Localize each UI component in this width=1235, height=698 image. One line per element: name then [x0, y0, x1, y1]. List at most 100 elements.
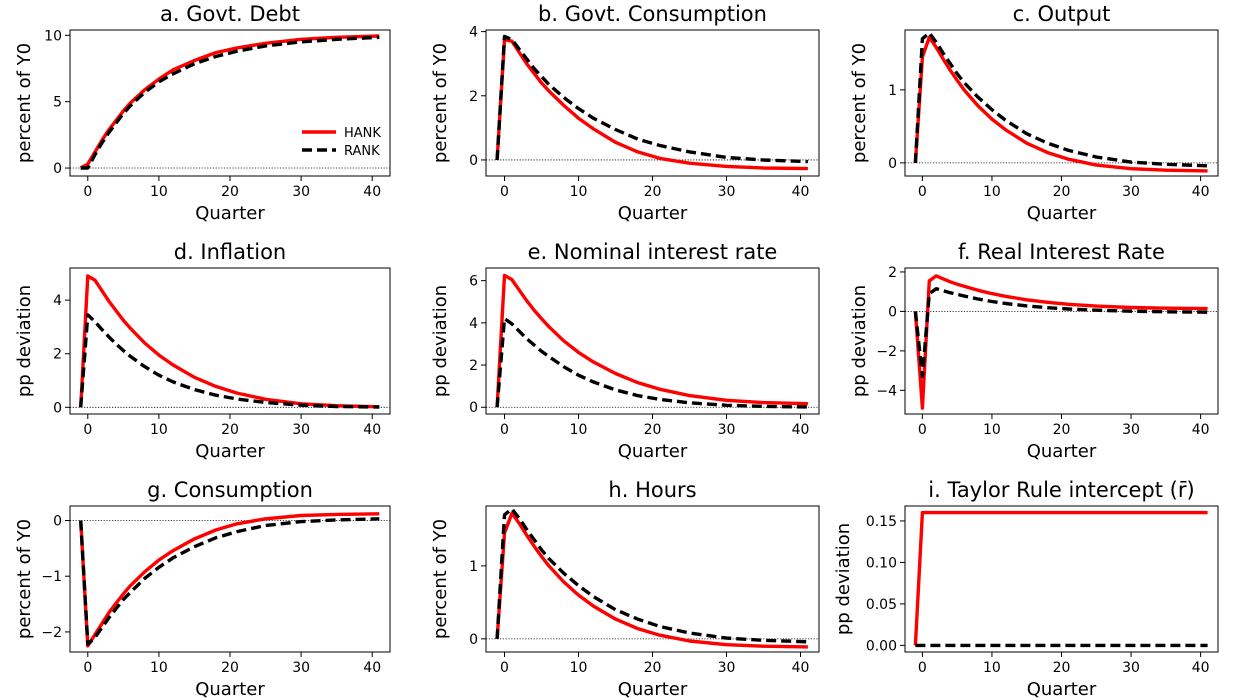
x-axis-label: Quarter: [1027, 679, 1097, 698]
series-line-rank: [495, 34, 808, 164]
panel-title: e. Nominal interest rate: [528, 240, 778, 264]
y-tick-label: 0: [469, 153, 478, 169]
x-tick-label: 20: [1053, 660, 1071, 676]
y-tick-label: −2: [41, 625, 62, 641]
y-axis-label: pp deviation: [833, 523, 854, 635]
x-tick-label: 10: [570, 660, 588, 676]
y-tick-label: 0: [53, 400, 62, 416]
y-tick-label: 0: [53, 513, 62, 529]
series-line-hank: [913, 274, 1208, 410]
y-tick-label: 0: [469, 632, 478, 648]
x-tick-label: 0: [918, 422, 927, 438]
x-tick-label: 30: [292, 184, 310, 200]
series-line-rank: [79, 517, 380, 646]
panel-title: f. Real Interest Rate: [958, 240, 1165, 264]
x-tick-label: 0: [500, 422, 509, 438]
y-axis-label: percent of Y0: [430, 519, 451, 639]
x-tick-label: 0: [500, 660, 509, 676]
x-tick-label: 30: [718, 184, 736, 200]
x-tick-label: 40: [363, 184, 381, 200]
panel-title: h. Hours: [608, 478, 696, 502]
x-tick-label: 40: [792, 660, 810, 676]
y-tick-label: −1: [41, 569, 62, 585]
x-tick-label: 0: [918, 184, 927, 200]
y-tick-label: 2: [53, 347, 62, 363]
x-tick-label: 40: [792, 184, 810, 200]
panel-title: d. Inflation: [174, 240, 287, 264]
y-tick-label: 0: [469, 400, 478, 416]
x-tick-label: 20: [644, 184, 662, 200]
panel-title: c. Output: [1013, 2, 1111, 26]
x-tick-label: 40: [792, 422, 810, 438]
series-line-hank: [79, 512, 380, 648]
x-tick-label: 20: [221, 660, 239, 676]
y-axis-label: percent of Y0: [14, 43, 35, 163]
x-tick-label: 0: [918, 660, 927, 676]
panel-3: 0 10 20 30 40 0 1 c. Output Quarter percent of Y0: [849, 2, 1219, 224]
x-tick-label: 20: [644, 422, 662, 438]
x-tick-label: 40: [363, 660, 381, 676]
series-line-hank: [913, 35, 1208, 173]
x-tick-label: 20: [1053, 422, 1071, 438]
series-line-rank: [913, 31, 1208, 168]
panel-6: 0 10 20 30 40 −4 −2 0 2 f. Real Interest Rate Quar…: [849, 240, 1219, 462]
x-tick-label: 30: [292, 660, 310, 676]
series-line-hank: [495, 273, 808, 408]
x-tick-label: 10: [570, 184, 588, 200]
x-tick-label: 0: [83, 422, 92, 438]
panel-title: i. Taylor Rule intercept (r̄): [928, 478, 1194, 502]
x-tick-label: 30: [1122, 422, 1140, 438]
y-tick-label: 10: [44, 28, 62, 44]
legend-label-hank: HANK: [344, 126, 381, 141]
x-tick-label: 10: [570, 422, 588, 438]
y-tick-label: 4: [469, 25, 478, 41]
y-axis-label: pp deviation: [14, 285, 35, 397]
y-tick-label: 0.15: [866, 514, 897, 530]
panel-4: 0 10 20 30 40 0 2 4 d. Inflation Quarter pp deviat…: [14, 240, 391, 462]
series-line-rank: [495, 316, 808, 409]
y-tick-label: −2: [876, 344, 897, 360]
x-tick-label: 10: [983, 660, 1001, 676]
x-axis-label: Quarter: [618, 441, 688, 462]
y-tick-label: 0: [888, 304, 897, 320]
y-tick-label: 0.05: [866, 597, 897, 613]
x-tick-label: 0: [83, 184, 92, 200]
panel-7: 0 10 20 30 40 −2 −1 0 g. Consumption Quarter perce…: [14, 478, 391, 698]
series-line-hank: [913, 510, 1208, 646]
x-axis-label: Quarter: [195, 679, 265, 698]
y-axis-label: percent of Y0: [14, 519, 35, 639]
x-axis-label: Quarter: [1027, 203, 1097, 224]
x-tick-label: 0: [500, 184, 509, 200]
legend-label-rank: RANK: [344, 144, 380, 159]
y-tick-label: 0: [53, 161, 62, 177]
x-tick-label: 10: [983, 422, 1001, 438]
panel-title: g. Consumption: [147, 478, 313, 502]
y-axis-label: percent of Y0: [849, 43, 870, 163]
y-tick-label: 2: [469, 89, 478, 105]
x-tick-label: 10: [983, 184, 1001, 200]
series-line-rank: [495, 507, 808, 644]
x-tick-label: 40: [1192, 184, 1210, 200]
x-tick-label: 30: [718, 660, 736, 676]
x-axis-label: Quarter: [195, 441, 265, 462]
y-tick-label: 4: [53, 293, 62, 309]
x-tick-label: 20: [644, 660, 662, 676]
y-tick-label: 4: [469, 316, 478, 332]
y-tick-label: −4: [876, 383, 897, 399]
x-tick-label: 10: [150, 660, 168, 676]
series-line-hank: [79, 274, 380, 409]
panel-9: 0 10 20 30 40 0.00 0.05 0.10 0.15 i. Taylor Rule …: [833, 478, 1219, 698]
y-tick-label: 2: [888, 265, 897, 281]
x-tick-label: 30: [292, 422, 310, 438]
panel-title: b. Govt. Consumption: [538, 2, 767, 26]
x-tick-label: 20: [1053, 184, 1071, 200]
x-tick-label: 30: [1122, 660, 1140, 676]
panel-8: 0 10 20 30 40 0 1 h. Hours Quarter percent of Y0: [430, 478, 820, 698]
series-line-rank: [79, 313, 380, 409]
panel-5: 0 10 20 30 40 0 2 4 6 e. Nominal interest rate Qua…: [430, 240, 820, 462]
x-tick-label: 40: [1192, 660, 1210, 676]
y-axis-label: pp deviation: [430, 285, 451, 397]
x-tick-label: 10: [150, 184, 168, 200]
